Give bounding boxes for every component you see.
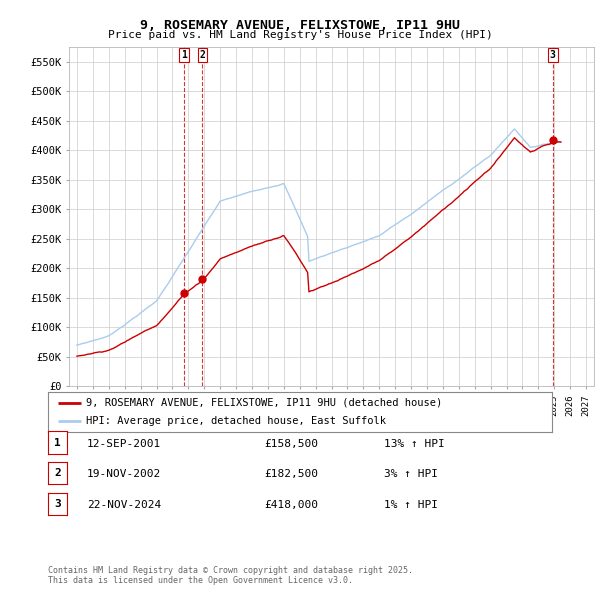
Text: Contains HM Land Registry data © Crown copyright and database right 2025.
This d: Contains HM Land Registry data © Crown c… [48,566,413,585]
Text: 2: 2 [200,50,205,60]
Text: 22-NOV-2024: 22-NOV-2024 [87,500,161,510]
Text: 3% ↑ HPI: 3% ↑ HPI [384,470,438,479]
Text: 1: 1 [54,438,61,447]
Text: £182,500: £182,500 [264,470,318,479]
Text: 19-NOV-2002: 19-NOV-2002 [87,470,161,479]
Text: 1: 1 [181,50,187,60]
Text: 3: 3 [550,50,556,60]
Text: Price paid vs. HM Land Registry's House Price Index (HPI): Price paid vs. HM Land Registry's House … [107,30,493,40]
Text: 3: 3 [54,499,61,509]
Text: £418,000: £418,000 [264,500,318,510]
Text: 9, ROSEMARY AVENUE, FELIXSTOWE, IP11 9HU (detached house): 9, ROSEMARY AVENUE, FELIXSTOWE, IP11 9HU… [86,398,442,408]
Text: 2: 2 [54,468,61,478]
Text: 13% ↑ HPI: 13% ↑ HPI [384,439,445,448]
Text: 1% ↑ HPI: 1% ↑ HPI [384,500,438,510]
Text: 12-SEP-2001: 12-SEP-2001 [87,439,161,448]
Text: HPI: Average price, detached house, East Suffolk: HPI: Average price, detached house, East… [86,416,386,426]
Text: 9, ROSEMARY AVENUE, FELIXSTOWE, IP11 9HU: 9, ROSEMARY AVENUE, FELIXSTOWE, IP11 9HU [140,19,460,32]
Text: £158,500: £158,500 [264,439,318,448]
